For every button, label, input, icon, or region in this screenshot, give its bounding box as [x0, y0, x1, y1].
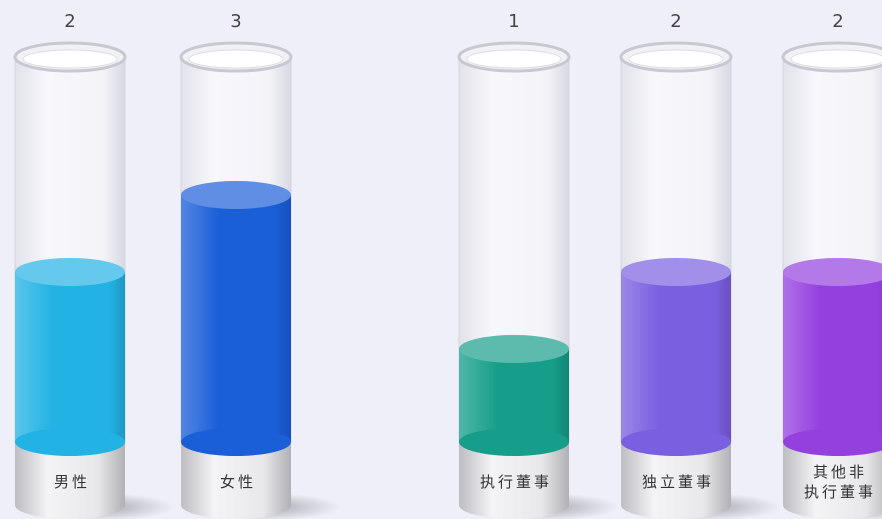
value-label: 2	[670, 11, 681, 32]
category-label: 独立董事	[642, 473, 714, 491]
bar-bottom	[783, 428, 882, 456]
base-bottom	[783, 491, 882, 519]
glass-top-inner	[466, 49, 562, 69]
bar-bottom	[621, 428, 731, 456]
value-label: 2	[832, 11, 843, 32]
value-label: 1	[508, 11, 519, 32]
base-bottom	[621, 491, 731, 519]
bar-bottom	[459, 428, 569, 456]
glass-top-inner	[790, 49, 882, 69]
bar-top-light	[621, 258, 731, 286]
bar-top	[783, 258, 882, 286]
bar-top	[459, 335, 569, 363]
category-label: 其他非执行董事	[804, 463, 876, 501]
bar-shade	[459, 349, 569, 442]
bar-shade	[15, 272, 125, 442]
bar-top	[15, 258, 125, 286]
bar-bottom	[181, 428, 291, 456]
value-label: 2	[64, 11, 75, 32]
category-label: 女性	[220, 473, 256, 491]
bar-top	[621, 258, 731, 286]
bar-top-light	[15, 258, 125, 286]
base-bottom	[181, 491, 291, 519]
bar-shade	[783, 272, 882, 442]
bar-shade	[181, 195, 291, 442]
category-label: 男性	[54, 473, 90, 491]
bar-bottom	[15, 428, 125, 456]
glass-top-inner	[188, 49, 284, 69]
bar-shade	[621, 272, 731, 442]
glass-top-inner	[628, 49, 724, 69]
bar-top-light	[783, 258, 882, 286]
value-label: 3	[230, 11, 241, 32]
bar-top-light	[181, 181, 291, 209]
base-bottom	[15, 491, 125, 519]
glass-top-inner	[22, 49, 118, 69]
category-label: 执行董事	[480, 473, 552, 491]
bar-top-light	[459, 335, 569, 363]
base-bottom	[459, 491, 569, 519]
bar-top	[181, 181, 291, 209]
